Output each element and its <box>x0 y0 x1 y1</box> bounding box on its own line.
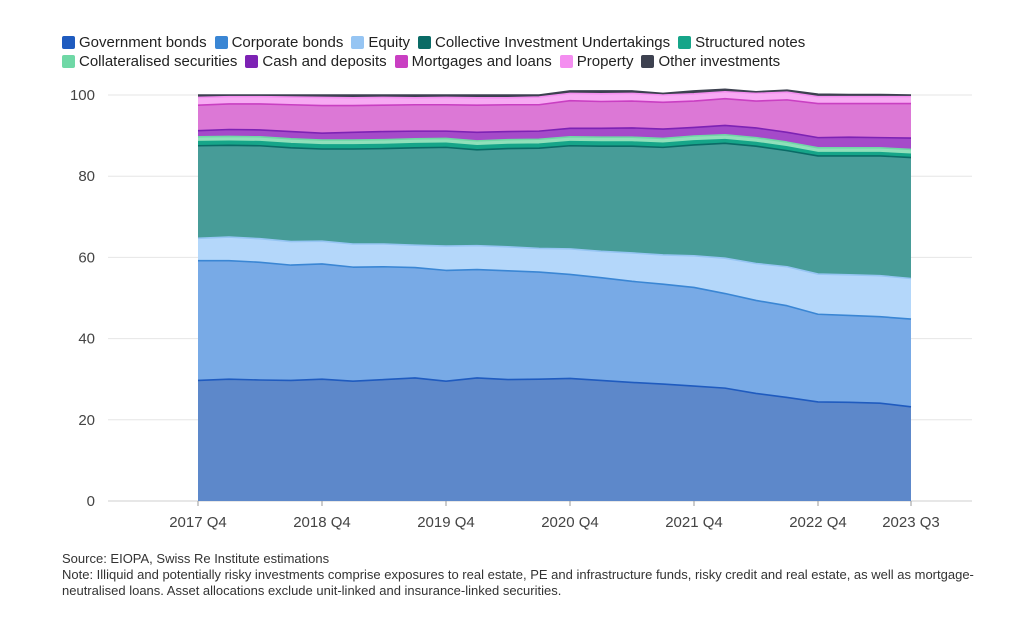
legend-row-2: Collateralised securities Cash and deposi… <box>62 52 982 71</box>
legend-item-collateralised-securities: Collateralised securities <box>62 53 237 70</box>
legend-label: Collective Investment Undertakings <box>435 34 671 51</box>
chart-notes: Source: EIOPA, Swiss Re Institute estima… <box>62 551 1007 599</box>
stacked-area-chart: 0 20 40 60 80 100 2017 Q4 2018 Q4 2019 Q4 2020 Q4… <box>70 87 972 531</box>
x-tick-label: 2017 Q4 <box>169 514 227 531</box>
line-collective-investment-undertakings <box>197 142 912 159</box>
legend-row-1: Government bonds Corporate bonds Equity Col… <box>62 33 982 52</box>
y-tick-label: 40 <box>78 331 95 348</box>
legend-label: Government bonds <box>79 34 207 51</box>
area-equity <box>198 237 911 320</box>
legend-swatch <box>62 55 75 68</box>
legend-item-property: Property <box>559 53 634 70</box>
legend-swatch <box>214 36 228 49</box>
y-tick-label: 20 <box>78 412 95 429</box>
legend-item-corporate-bonds: Corporate bonds <box>214 34 344 51</box>
x-tick-label: 2018 Q4 <box>293 514 351 531</box>
x-tick-label: 2023 Q3 <box>882 514 940 531</box>
legend-label: Other investments <box>658 53 781 70</box>
line-mortgages-and-loans <box>197 97 911 107</box>
area-collective-investment-undertakings <box>198 143 911 279</box>
line-property <box>197 90 911 99</box>
source-text: Source: EIOPA, Swiss Re Institute estima… <box>62 551 330 566</box>
area-property <box>198 91 911 106</box>
legend-label: Mortgages and loans <box>411 53 552 70</box>
legend-swatch <box>559 55 573 68</box>
x-tick-label: 2021 Q4 <box>665 514 723 531</box>
legend-item-equity: Equity <box>351 34 410 51</box>
area-mortgages-and-loans <box>198 98 911 139</box>
area-corporate-bonds <box>198 260 911 407</box>
area-government-bonds <box>198 377 911 501</box>
legend-label: Cash and deposits <box>262 53 387 70</box>
line-equity <box>197 236 912 280</box>
line-government-bonds <box>197 377 912 408</box>
chart-legend: Government bonds Corporate bonds Equity Col… <box>62 33 982 71</box>
legend-label: Corporate bonds <box>231 34 344 51</box>
legend-item-government-bonds: Government bonds <box>62 34 207 51</box>
legend-label: Equity <box>368 34 411 51</box>
line-structured-notes <box>197 138 912 156</box>
legend-item-structured-notes: Structured notes <box>678 34 805 51</box>
y-tick-label: 80 <box>78 168 95 185</box>
legend-item-collective-investment-undertakings: Collective Investment Undertakings <box>418 34 670 51</box>
legend-swatch <box>245 55 259 68</box>
legend-label: Property <box>576 53 634 70</box>
y-tick-label: 100 <box>70 87 95 104</box>
legend-item-mortgages-and-loans: Mortgages and loans <box>394 53 552 70</box>
legend-swatch <box>351 36 365 49</box>
x-tick-label: 2022 Q4 <box>789 514 847 531</box>
legend-swatch <box>678 36 692 49</box>
line-collateralised-securities <box>197 133 912 151</box>
legend-item-other-investments: Other investments <box>641 53 780 70</box>
line-cash-and-deposits <box>197 124 912 139</box>
y-tick-label: 0 <box>87 493 95 510</box>
legend-swatch <box>62 36 75 49</box>
line-corporate-bonds <box>198 259 912 320</box>
legend-label: Structured notes <box>695 34 806 51</box>
x-tick-label: 2020 Q4 <box>541 514 599 531</box>
legend-swatch <box>394 55 408 68</box>
y-tick-label: 60 <box>78 249 95 266</box>
legend-swatch <box>418 36 432 49</box>
legend-item-cash-and-deposits: Cash and deposits <box>245 53 387 70</box>
line-other-investments <box>198 88 912 96</box>
note-text: Note: Illiquid and potentially risky inv… <box>62 567 974 598</box>
x-tick-label: 2019 Q4 <box>417 514 475 531</box>
legend-swatch <box>641 55 655 68</box>
legend-label: Collateralised securities <box>79 53 238 70</box>
